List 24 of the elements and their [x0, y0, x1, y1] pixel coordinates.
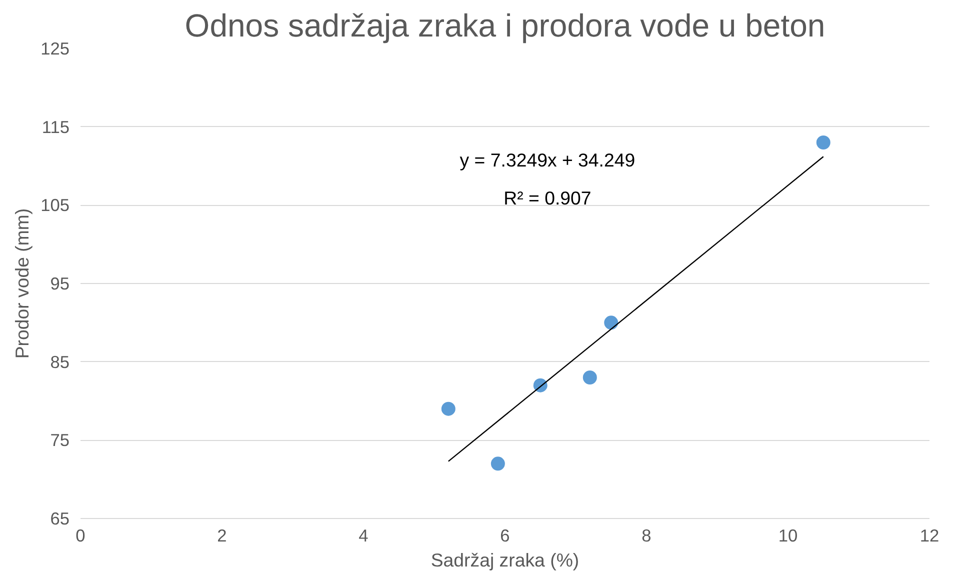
y-tick-label: 65 [50, 508, 70, 528]
x-axis-title: Sadržaj zraka (%) [430, 550, 580, 570]
y-tick-label: 125 [40, 38, 70, 58]
x-tick-label: 0 [76, 526, 86, 546]
chart-title: Odnos sadržaja zraka i prodora vode u beton [184, 8, 826, 44]
x-tick-label: 4 [358, 526, 369, 546]
x-tick-label: 6 [500, 526, 510, 546]
y-tick-label: 75 [50, 430, 70, 450]
point [816, 136, 830, 150]
point [604, 316, 618, 330]
y-tick-label: 95 [50, 274, 70, 294]
y-tick-label: 115 [42, 116, 70, 137]
y-tick-label: 105 [40, 195, 70, 216]
annotation: y = 7.3249x + 34.249 [460, 150, 636, 171]
y-tick-label: 85 [50, 352, 70, 372]
annotation: R² = 0.907 [504, 187, 592, 208]
point [441, 402, 456, 416]
y-axis-title: Prodor vode (mm) [12, 208, 33, 359]
point [582, 370, 597, 384]
x-tick-label: 10 [778, 526, 798, 546]
x-tick-label: 12 [920, 526, 940, 546]
point [490, 456, 505, 471]
x-tick-label: 8 [642, 526, 652, 546]
x-tick-label: 2 [217, 526, 227, 546]
